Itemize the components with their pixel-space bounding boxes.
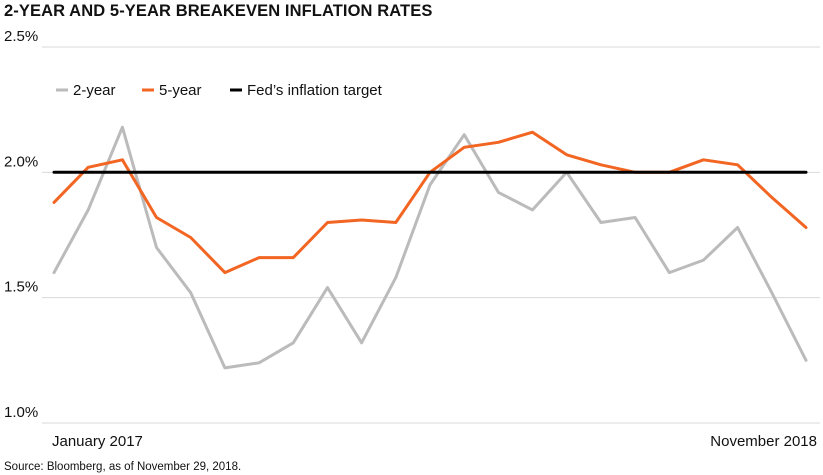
legend-label: 2-year	[73, 82, 116, 99]
x-tick-label: November 2018	[710, 433, 817, 450]
legend: 2-year 5-year Fed’s inflation target	[56, 82, 383, 99]
source-note: Source: Bloomberg, as of November 29, 20…	[4, 461, 241, 473]
y-axis-ticks: 2.5% 2.0% 1.5% 1.0%	[4, 28, 38, 421]
y-tick-label: 2.5%	[4, 28, 38, 45]
x-axis-ticks: January 2017 November 2018	[52, 433, 817, 450]
gridlines	[42, 46, 820, 424]
chart-title: 2-YEAR AND 5-YEAR BREAKEVEN INFLATION RA…	[4, 2, 433, 20]
series-line-2-year	[52, 125, 808, 370]
y-tick-label: 1.0%	[4, 404, 38, 421]
series-lines	[52, 125, 808, 370]
y-tick-label: 2.0%	[4, 153, 38, 170]
x-tick-label: January 2017	[52, 433, 143, 450]
y-tick-label: 1.5%	[4, 279, 38, 296]
series-line-5-year	[52, 130, 808, 275]
legend-label: 5-year	[159, 82, 202, 99]
legend-label: Fed’s inflation target	[247, 82, 383, 99]
